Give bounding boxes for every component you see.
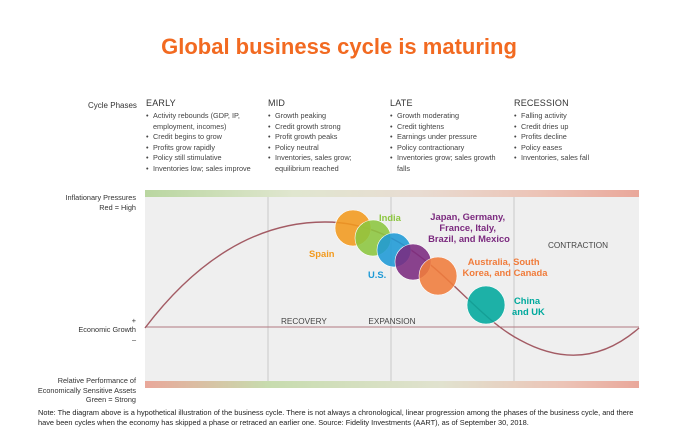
bullet: Credit growth strong [268,122,386,133]
phase-name: MID [268,98,286,108]
phase-name: EARLY [146,98,176,108]
region-label-australia-group: Australia, South Korea, and Canada [463,256,549,278]
region-label-spain: Spain [309,248,335,259]
bullet: Inventories grow; sales growth falls [390,153,508,174]
bullet: Credit begins to grow [146,132,264,143]
relperf-title-1: Relative Performance of [57,376,136,385]
zone-label-recovery: RECOVERY [281,317,327,326]
phase-recession: RECESSION Falling activity Credit dries … [514,98,636,164]
phase-bullets: Growth peaking Credit growth strong Prof… [268,111,386,175]
phase-bullets: Activity rebounds (GDP, IP, employment, … [146,111,264,175]
phase-name: RECESSION [514,98,569,108]
phase-name: LATE [390,98,413,108]
bullet: Policy contractionary [390,143,508,154]
bullet: Credit dries up [514,122,636,133]
region-bubble-australia-korea-canada [418,256,458,296]
region-label-japan-group: Japan, Germany, France, Italy, Brazil, a… [428,211,510,244]
plot-background [145,196,639,385]
bullet: Credit tightens [390,122,508,133]
inflation-title: Inflationary Pressures [65,193,136,202]
economic-growth-label: Economic Growth [78,325,136,334]
bullet: Profits decline [514,132,636,143]
phase-bullets: Growth moderating Credit tightens Earnin… [390,111,508,175]
zone-label-expansion: EXPANSION [368,317,415,326]
region-bubble-china-uk [466,285,506,325]
bullet: Inventories, sales grow; equilibrium rea… [268,153,386,174]
cycle-phases-label: Cycle Phases [88,101,137,110]
footnote: Note: The diagram above is a hypothetica… [38,408,634,427]
relative-performance-label: Relative Performance of Economically Sen… [0,376,136,405]
bullet: Policy eases [514,143,636,154]
bullet: Activity rebounds (GDP, IP, employment, … [146,111,264,132]
relperf-title-2: Economically Sensitive Assets [37,385,136,395]
inflation-key: Red = High [99,202,136,212]
bullet: Growth moderating [390,111,508,122]
phase-bullets: Falling activity Credit dries up Profits… [514,111,636,164]
phase-mid: MID Growth peaking Credit growth strong … [268,98,386,175]
region-label-us: U.S. [368,269,386,280]
page-title: Global business cycle is maturing [161,34,517,59]
region-label-india: India [379,212,402,223]
bullet: Profits grow rapidly [146,143,264,154]
bullet: Policy neutral [268,143,386,154]
bullet: Growth peaking [268,111,386,122]
inflation-label: Inflationary Pressures Red = High [0,193,136,212]
inflation-gradient-bar [145,190,639,197]
bullet: Earnings under pressure [390,132,508,143]
phase-late: LATE Growth moderating Credit tightens E… [390,98,508,175]
bullet: Profit growth peaks [268,132,386,143]
bullet: Policy still stimulative [146,153,264,164]
bullet: Inventories, sales fall [514,153,636,164]
region-label-china-uk: China and UK [512,295,545,317]
plus-sign: + [131,316,136,325]
zone-label-contraction: CONTRACTION [548,241,608,250]
bullet: Falling activity [514,111,636,122]
performance-gradient-bar [145,381,639,388]
phase-early: EARLY Activity rebounds (GDP, IP, employ… [146,98,264,175]
relperf-key: Green = Strong [85,395,136,404]
bullet: Inventories low; sales improve [146,164,264,175]
minus-sign: – [131,335,136,344]
